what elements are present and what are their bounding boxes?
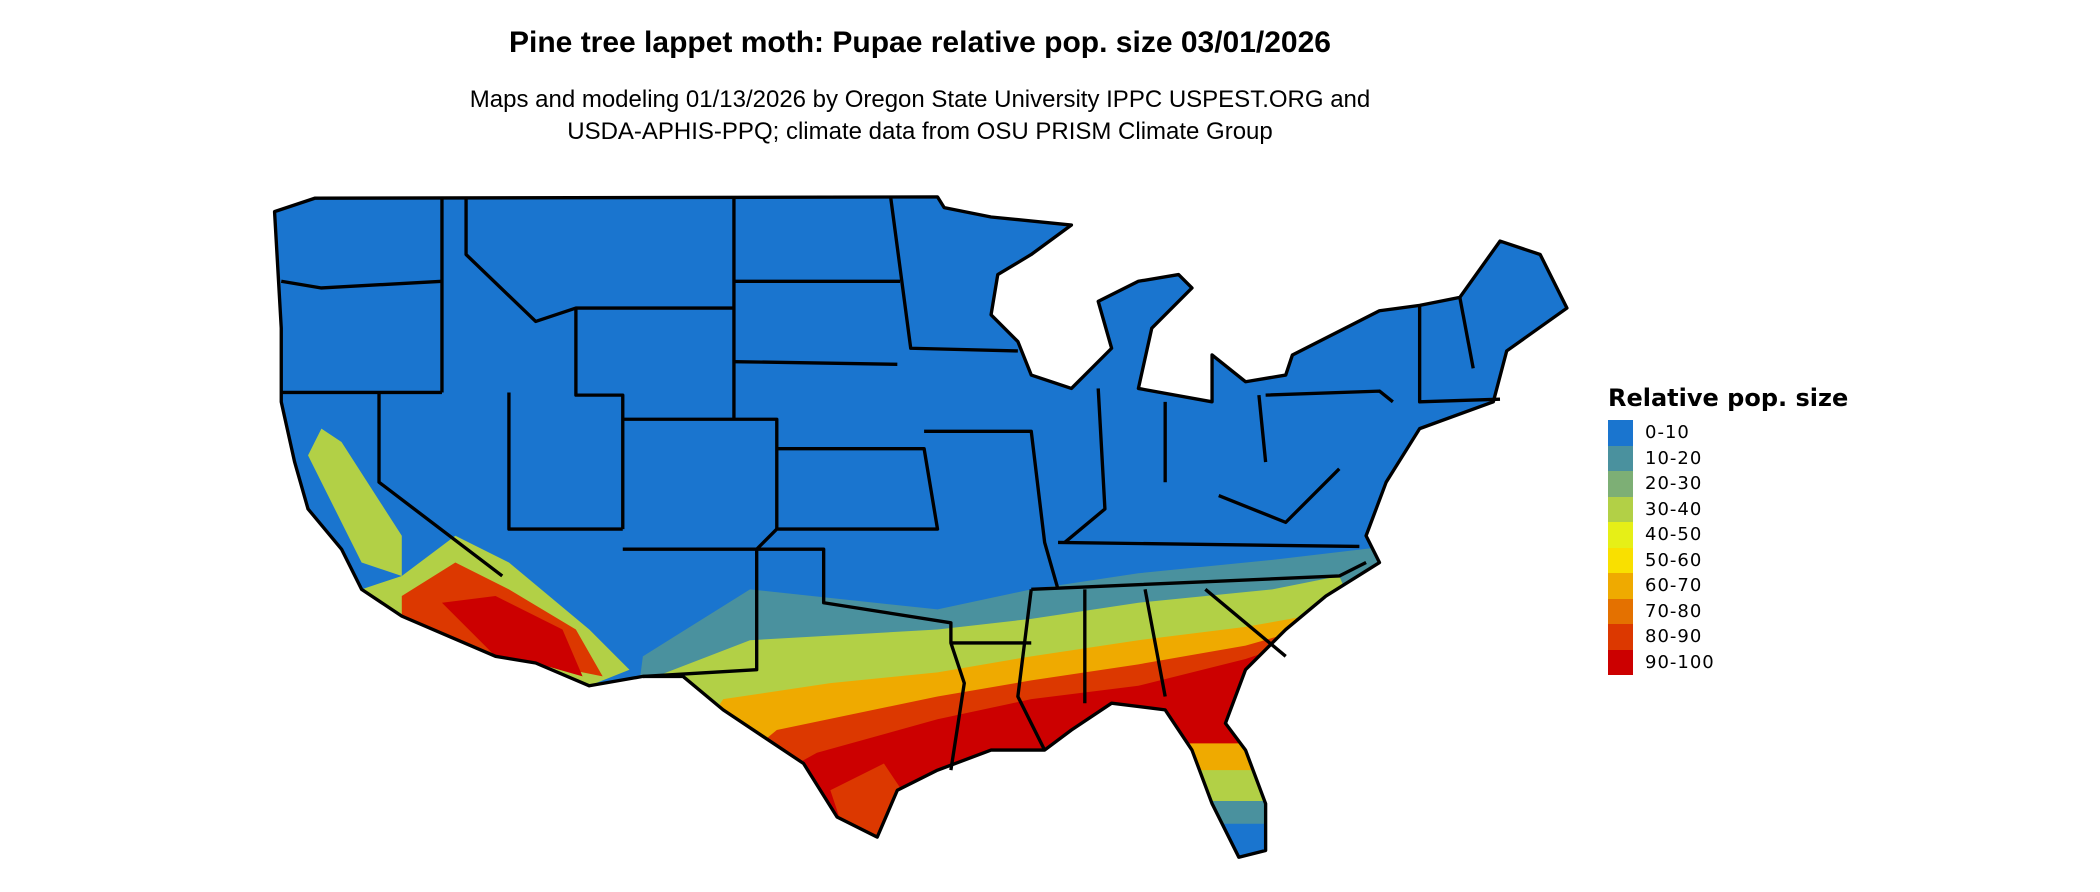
border-ga-sc [1204, 588, 1287, 658]
border-sd-ne [733, 359, 898, 366]
legend-item: 10-20 [1608, 445, 1848, 471]
california-valley-30-40 [308, 428, 402, 576]
legend-label: 20-30 [1645, 473, 1703, 495]
border-oh-pa [1257, 394, 1268, 463]
legend-label: 30-40 [1645, 498, 1703, 520]
border-ca-nv [377, 392, 504, 578]
legend-swatch [1608, 420, 1633, 446]
legend-swatch [1608, 598, 1633, 624]
legend-label: 90-100 [1645, 651, 1715, 673]
legend-swatch [1608, 445, 1633, 471]
border-ks-ok [622, 447, 940, 551]
subtitle-line-1: Maps and modeling 01/13/2026 by Oregon S… [469, 86, 1371, 113]
border-wa-or [280, 279, 443, 290]
border-tn-south [1031, 561, 1367, 592]
legend-label: 40-50 [1645, 524, 1703, 546]
map-subtitle: Maps and modeling 01/13/2026 by Oregon S… [0, 84, 1840, 148]
legend-items: 0-10 10-20 20-30 30-40 40-50 50-60 60-70 70-80 8… [1608, 420, 1848, 675]
legend-swatch [1608, 547, 1633, 573]
border-new-england [1417, 305, 1501, 404]
legend-item: 20-30 [1608, 471, 1848, 497]
legend-item: 0-10 [1608, 420, 1848, 446]
legend-item: 50-60 [1608, 547, 1848, 573]
legend: Relative pop. size 0-10 10-20 20-30 30-40 40… [1608, 384, 1848, 675]
border-il-in [1063, 388, 1107, 544]
legend-swatch [1608, 471, 1633, 497]
border-vt-nh [1458, 297, 1475, 369]
border-pa-ny [1265, 389, 1394, 404]
subtitle-line-2: USDA-APHIS-PPQ; climate data from OSU PR… [567, 118, 1273, 145]
border-utah-colorado [574, 308, 625, 530]
legend-item: 70-80 [1608, 598, 1848, 624]
legend-label: 0-10 [1645, 422, 1690, 444]
legend-item: 30-40 [1608, 496, 1848, 522]
border-wyoming-colorado [622, 417, 779, 530]
legend-item: 90-100 [1608, 649, 1848, 675]
border-ky-tn [1058, 540, 1360, 549]
legend-label: 10-20 [1645, 447, 1703, 469]
state-borders [272, 195, 1569, 859]
border-mississippi [1016, 589, 1047, 751]
legend-swatch [1608, 573, 1633, 599]
southwest-band-90-100 [441, 596, 583, 677]
border-nevada-utah [507, 392, 623, 531]
border-mt-wy [464, 198, 734, 324]
legend-swatch [1608, 649, 1633, 675]
legend-swatch [1608, 496, 1633, 522]
legend-label: 60-70 [1645, 575, 1703, 597]
border-al-ga [1143, 589, 1167, 697]
legend-title: Relative pop. size [1608, 384, 1849, 412]
legend-item: 80-90 [1608, 624, 1848, 650]
legend-label: 50-60 [1645, 549, 1703, 571]
border-ia-mo [924, 429, 1060, 590]
legend-swatch [1608, 624, 1633, 650]
legend-label: 80-90 [1645, 626, 1703, 648]
border-ok-tx [756, 547, 966, 771]
legend-item: 60-70 [1608, 573, 1848, 599]
border-nm-tx [642, 549, 759, 679]
legend-swatch [1608, 522, 1633, 548]
border-wv-va [1218, 467, 1341, 525]
border-mn-ia [888, 196, 1018, 353]
map-title: Pine tree lappet moth: Pupae relative po… [509, 26, 1331, 59]
legend-label: 70-80 [1645, 600, 1703, 622]
legend-item: 40-50 [1608, 522, 1848, 548]
